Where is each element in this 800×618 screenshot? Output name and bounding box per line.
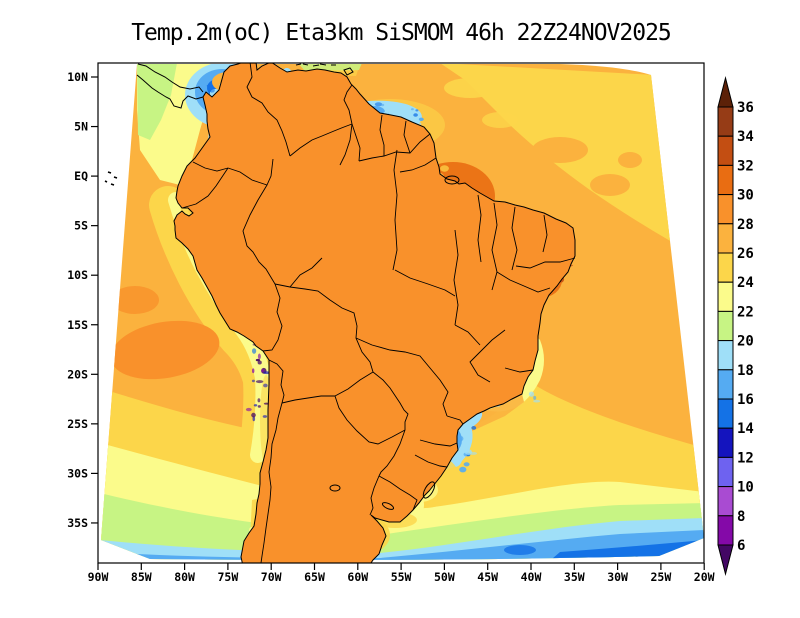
colorbar: 36 34 32 30 28 26 24 22 20 18 16 14 12 10 8 6 (718, 78, 754, 574)
speckle (440, 165, 449, 171)
lat-axis-label: 25S (67, 417, 88, 431)
lat-axis-label: 20S (67, 367, 88, 381)
colorbar-label: 20 (737, 334, 754, 350)
speckle (460, 436, 464, 441)
colorbar-label: 24 (737, 275, 754, 291)
lat-axis-label: 5S (74, 219, 88, 233)
weather-map-page: Temp.2m(oC) Eta3km SiSMOM 46h 22Z24NOV20… (0, 0, 800, 618)
speckle (375, 102, 382, 106)
lon-axis-label: 90W (88, 570, 109, 584)
colorbar-segment (718, 428, 733, 457)
colorbar-segment (718, 516, 733, 545)
colorbar-label: 16 (737, 392, 754, 408)
lon-axis-label: 40W (521, 570, 542, 584)
speckle (459, 467, 466, 473)
colorbar-segment (718, 253, 733, 282)
lat-axis-label: 30S (67, 466, 88, 480)
colorbar-label: 6 (737, 538, 745, 554)
lon-axis-label: 80W (174, 570, 195, 584)
speckle (388, 108, 391, 110)
colorbar-segment (718, 370, 733, 399)
colorbar-label: 10 (737, 480, 754, 496)
speckle (251, 413, 256, 418)
speckle (263, 415, 267, 418)
lon-axis-label: 50W (434, 570, 455, 584)
colorbar-segment (718, 224, 733, 253)
speckle (258, 405, 261, 408)
lon-axis-label: 25W (651, 570, 672, 584)
speckle (207, 85, 214, 87)
lon-axis-label: 30W (607, 570, 628, 584)
speckle (252, 348, 256, 354)
colorbar-label: 36 (737, 100, 754, 116)
speckle (263, 384, 268, 388)
speckle (256, 359, 260, 361)
lon-axis-label: 55W (391, 570, 412, 584)
speckle (246, 408, 252, 411)
colorbar-segment (718, 136, 733, 165)
speckle (529, 392, 534, 397)
lon-axis-label: 20W (694, 570, 715, 584)
speckle (464, 462, 470, 466)
colorbar-label: 14 (737, 421, 754, 437)
colorbar-label: 26 (737, 246, 754, 262)
speckle (415, 109, 418, 111)
colorbar-segment (718, 457, 733, 486)
colorbar-segment (718, 165, 733, 194)
lat-axis-label: 15S (67, 318, 88, 332)
colorbar-label: 22 (737, 304, 754, 320)
lon-axis-label: 75W (218, 570, 239, 584)
colorbar-label: 34 (737, 129, 754, 145)
colorbar-segment (718, 399, 733, 428)
speckle (411, 108, 414, 110)
lat-axis-label: 10S (67, 268, 88, 282)
speckle (252, 380, 255, 383)
lat-axis-label: 5N (74, 120, 88, 134)
lon-axis-label: 65W (304, 570, 325, 584)
speckle (254, 404, 258, 406)
lon-axis-label: 35W (564, 570, 585, 584)
colorbar-segment (718, 107, 733, 136)
colorbar-segment (718, 195, 733, 224)
speckle (261, 369, 263, 372)
lat-axis-label: 35S (67, 516, 88, 530)
speckle (252, 368, 254, 373)
lat-axis-label: EQ (74, 169, 88, 183)
map-plot: 10N 5N EQ 5S 10S 15S 20S 25S 30S 35S 90W 85W 80W 75W 7… (0, 0, 800, 618)
speckle (465, 449, 472, 455)
colorbar-label: 12 (737, 450, 754, 466)
speckle (533, 396, 536, 400)
colorbar-label: 30 (737, 188, 754, 204)
speckle (419, 118, 424, 121)
colorbar-label: 32 (737, 158, 754, 174)
speckle (471, 426, 476, 430)
lat-axis-label: 10N (67, 70, 88, 84)
colorbar-arrow-below-min (718, 545, 733, 574)
speckle (210, 88, 215, 93)
speckle (256, 380, 263, 383)
lon-axis-label: 85W (131, 570, 152, 584)
speckle (258, 354, 261, 360)
colorbar-segment (718, 311, 733, 340)
colorbar-label: 28 (737, 217, 754, 233)
speckle (381, 104, 384, 106)
colorbar-segment (718, 341, 733, 370)
lon-axis-label: 60W (347, 570, 368, 584)
lon-axis-label: 45W (477, 570, 498, 584)
colorbar-segment (718, 487, 733, 516)
speckle (453, 460, 460, 463)
speckle (413, 113, 418, 117)
lon-axis-label: 70W (261, 570, 282, 584)
speckle (258, 398, 261, 402)
colorbar-label: 8 (737, 509, 745, 525)
colorbar-arrow-above-max (718, 78, 733, 107)
colorbar-segment (718, 282, 733, 311)
speckle (533, 400, 540, 403)
colorbar-label: 18 (737, 363, 754, 379)
